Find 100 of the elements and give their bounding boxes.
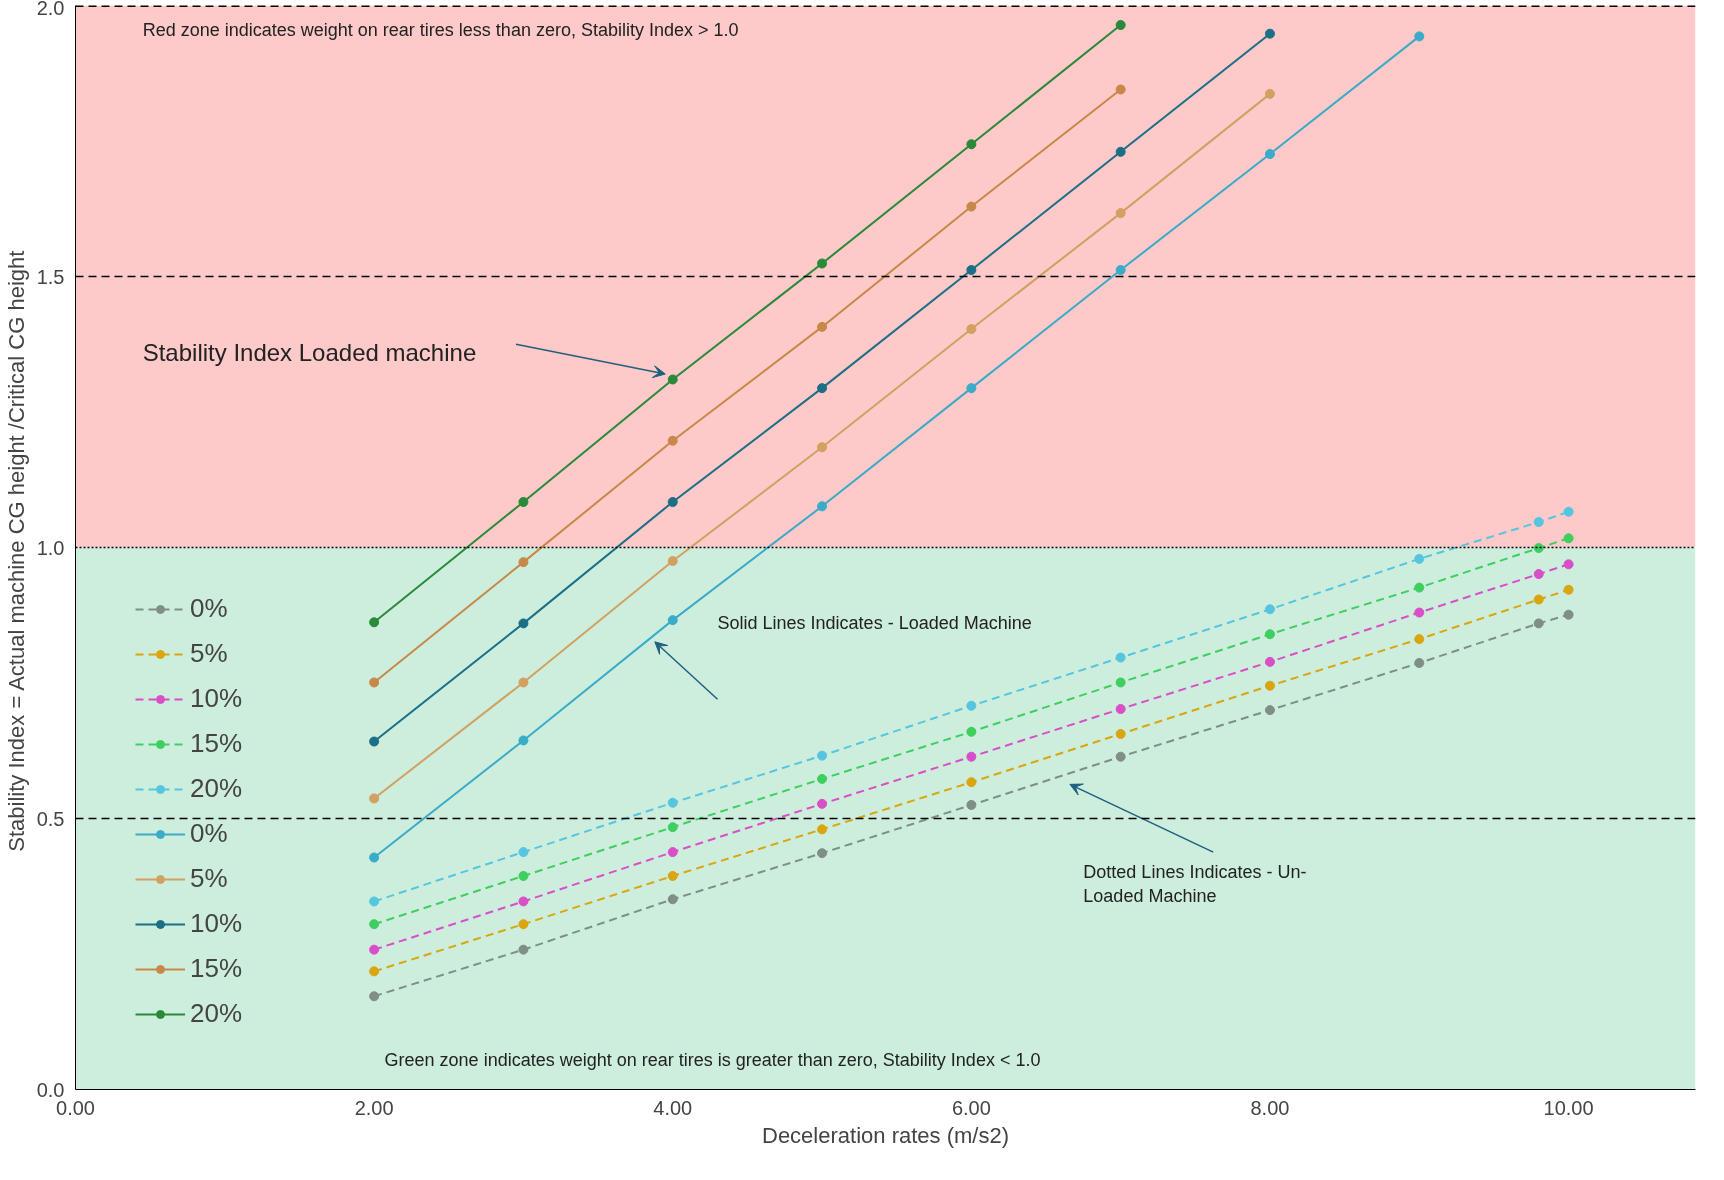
point: [1115, 20, 1126, 30]
legend-label: 15%: [190, 728, 243, 759]
point: [1414, 582, 1425, 593]
point: [1414, 607, 1425, 618]
point: [1264, 28, 1275, 39]
point: [667, 797, 678, 808]
point: [667, 435, 678, 446]
point: [1264, 629, 1275, 640]
legend-label: 15%: [190, 953, 243, 984]
point: [1264, 705, 1275, 716]
point: [369, 944, 380, 955]
point: [369, 852, 380, 863]
point: [518, 677, 529, 688]
point: [369, 966, 380, 977]
x-axis-title: Deceleration rates (m/s2): [762, 1122, 1009, 1148]
x-tick-label: 2.00: [354, 1096, 394, 1119]
point: [966, 139, 977, 150]
legend-label: 0%: [190, 593, 228, 624]
point: [369, 896, 380, 907]
point: [369, 677, 380, 688]
x-tick-label: 4.00: [653, 1096, 693, 1119]
point: [1115, 652, 1126, 663]
point: [966, 201, 977, 212]
point: [369, 919, 380, 930]
point: [369, 991, 380, 1002]
point: [518, 557, 529, 568]
point: [1264, 656, 1275, 667]
point: [966, 700, 977, 711]
legend-label: 5%: [190, 638, 228, 669]
point: [966, 777, 977, 788]
point: [518, 618, 529, 629]
point: [817, 442, 828, 453]
y-tick-label: 2.0: [36, 0, 65, 19]
legend-label: 5%: [190, 863, 228, 894]
point: [1414, 657, 1425, 668]
point: [1533, 543, 1544, 554]
point: [1414, 553, 1425, 564]
point: [966, 383, 977, 394]
point: [667, 556, 678, 567]
point: [518, 896, 529, 907]
point: [369, 736, 380, 747]
point: [1563, 559, 1574, 570]
point: [518, 944, 529, 955]
point: [966, 324, 977, 335]
annotation: Stability Index Loaded machine: [142, 338, 477, 366]
annotation: Solid Lines Indicates - Loaded Machine: [717, 613, 1032, 634]
point: [817, 258, 828, 269]
y-tick-label: 1.0: [36, 536, 65, 559]
point: [1414, 634, 1425, 645]
point: [369, 617, 380, 628]
point: [518, 870, 529, 881]
legend-label: 10%: [190, 908, 243, 939]
point: [817, 773, 828, 784]
y-tick-label: 1.5: [36, 265, 65, 288]
point: [1115, 208, 1126, 219]
legend-label: 10%: [190, 683, 243, 714]
y-axis-title: Stability Index = Actual machine CG height /Critical CG height: [3, 250, 29, 852]
point: [1533, 517, 1544, 528]
point: [1115, 728, 1126, 739]
point: [667, 894, 678, 905]
point: [518, 735, 529, 746]
annotation: Green zone indicates weight on rear tires is greater than zero, Stability Index < 1.0: [384, 1049, 1041, 1070]
point: [817, 824, 828, 835]
point: [518, 847, 529, 858]
point: [369, 793, 380, 804]
point: [966, 265, 977, 275]
point: [1533, 569, 1544, 580]
point: [1414, 31, 1425, 42]
legend-label: 0%: [190, 818, 228, 849]
point: [817, 501, 828, 512]
point: [817, 798, 828, 809]
point: [1264, 680, 1275, 691]
y-tick-label: 0.5: [36, 807, 65, 830]
point: [966, 726, 977, 737]
point: [1563, 533, 1574, 544]
point: [1264, 604, 1275, 615]
annotation: Dotted Lines Indicates - Un-Loaded Machine: [1083, 861, 1307, 906]
point: [1115, 704, 1126, 715]
point: [667, 822, 678, 833]
point: [1563, 584, 1574, 595]
point: [1563, 506, 1574, 517]
x-tick-label: 8.00: [1250, 1096, 1290, 1119]
point: [667, 847, 678, 858]
point: [817, 321, 828, 332]
point: [518, 919, 529, 930]
point: [1115, 751, 1126, 762]
legend-label: 20%: [190, 998, 243, 1029]
point: [667, 615, 678, 626]
point: [1264, 149, 1275, 159]
point: [1533, 594, 1544, 605]
point: [817, 383, 828, 394]
point: [817, 750, 828, 761]
annotation: Red zone indicates weight on rear tires less than zero, Stability Index > 1.0: [142, 19, 739, 40]
legend-label: 20%: [190, 773, 243, 804]
x-tick-label: 10.00: [1543, 1096, 1594, 1119]
point: [1533, 618, 1544, 629]
point: [966, 751, 977, 762]
point: [966, 799, 977, 810]
point: [1115, 146, 1126, 157]
point: [518, 496, 529, 507]
